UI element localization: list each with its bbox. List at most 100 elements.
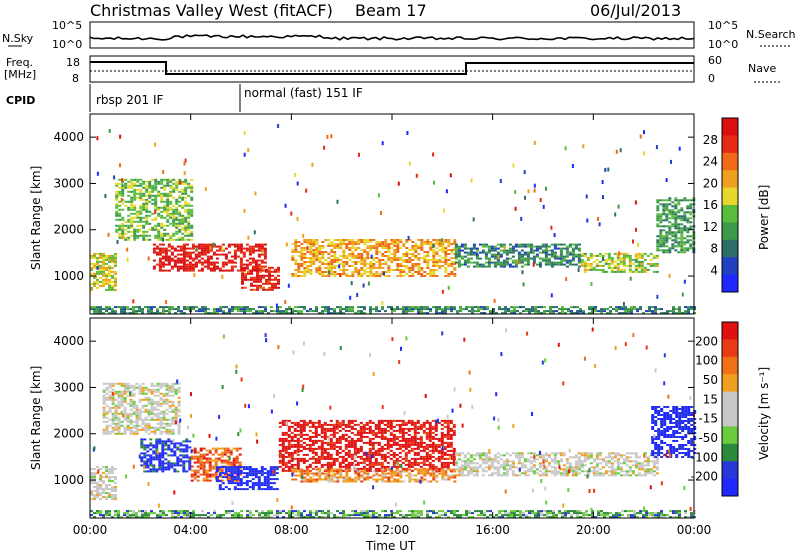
power-cell: [181, 204, 185, 207]
power-cell: [544, 253, 548, 256]
power-cell: [169, 192, 173, 195]
velocity-cell: [161, 462, 165, 465]
power-cell: [192, 308, 195, 311]
power-cell: [241, 276, 244, 279]
velocity-cell: [350, 425, 354, 428]
velocity-cell: [208, 461, 212, 464]
velocity-cell: [129, 422, 133, 425]
power-cell: [183, 171, 186, 176]
power-cell: [297, 275, 301, 277]
power-cell: [294, 263, 298, 265]
power-cell: [285, 310, 288, 313]
power-cell: [574, 243, 578, 246]
velocity-cell: [205, 449, 209, 452]
power-cell: [670, 159, 672, 164]
velocity-cell: [293, 449, 297, 452]
velocity-cell: [281, 439, 285, 442]
velocity-cell: [242, 466, 246, 469]
power-cell: [297, 245, 301, 247]
power-cell: [564, 146, 567, 151]
power-cell: [157, 208, 161, 211]
velocity-cell: [335, 425, 339, 428]
power-cell: [157, 212, 161, 215]
power-cell: [306, 251, 310, 253]
power-colorbar-swatch: [722, 274, 738, 293]
power-cell: [484, 265, 488, 268]
power-cell: [469, 261, 473, 264]
power-cell: [420, 310, 423, 313]
power-cell: [680, 241, 684, 244]
velocity-cell: [422, 461, 426, 464]
power-cell: [315, 257, 319, 259]
power-cell: [321, 241, 325, 243]
power-cell: [99, 260, 102, 263]
power-cell: [680, 215, 684, 218]
power-cell: [265, 268, 268, 271]
power-cell: [665, 213, 669, 216]
velocity-cell: [344, 459, 348, 462]
velocity-cell: [383, 469, 387, 472]
power-cell: [300, 259, 304, 261]
velocity-cell: [105, 432, 109, 435]
velocity-cell: [266, 478, 270, 481]
velocity-cell: [332, 429, 336, 432]
power-cell: [312, 251, 316, 253]
velocity-cell: [162, 384, 166, 387]
power-cell: [253, 278, 256, 281]
power-cell: [351, 241, 355, 243]
power-cell: [405, 255, 409, 257]
power-cell: [674, 231, 678, 234]
power-cell: [309, 249, 313, 251]
velocity-cell: [135, 426, 139, 429]
power-cell: [553, 263, 557, 266]
power-cell: [463, 251, 467, 254]
power-cell: [453, 261, 457, 263]
velocity-cell: [215, 470, 219, 473]
power-cell: [187, 184, 191, 187]
power-cell: [348, 241, 352, 243]
velocity-cell: [428, 439, 432, 442]
power-cell: [477, 308, 480, 311]
power-cell: [591, 306, 594, 309]
velocity-cell: [344, 467, 348, 470]
power-cell: [93, 254, 96, 257]
velocity-cell: [281, 461, 285, 464]
velocity-cell: [105, 388, 109, 391]
velocity-cell: [179, 444, 183, 447]
power-cell: [187, 210, 191, 213]
velocity-cell: [224, 470, 228, 473]
power-cell: [108, 278, 111, 281]
power-cell: [130, 216, 134, 219]
velocity-cell: [223, 447, 227, 450]
velocity-cell: [129, 426, 133, 429]
power-cell: [671, 205, 675, 208]
velocity-cell: [158, 468, 162, 471]
velocity-cell: [226, 447, 230, 450]
power-cell: [187, 238, 191, 241]
power-cell: [649, 264, 653, 267]
power-cell: [629, 276, 632, 281]
power-cell: [318, 257, 322, 259]
power-cell: [414, 271, 418, 273]
velocity-cell: [410, 421, 414, 424]
power-cell: [622, 262, 626, 265]
power-cell: [378, 251, 382, 253]
power-cell: [294, 251, 298, 253]
power-cell: [457, 247, 461, 250]
power-cell: [408, 253, 412, 255]
power-cell: [683, 211, 687, 214]
power-cell: [118, 212, 122, 215]
power-cell: [615, 310, 618, 313]
velocity-cell: [395, 437, 399, 440]
power-cell: [277, 280, 280, 283]
power-cell: [369, 263, 373, 265]
velocity-cell: [422, 463, 426, 466]
velocity-cell: [281, 443, 285, 446]
velocity-cell: [353, 441, 357, 444]
power-cell: [155, 253, 159, 256]
velocity-cell: [281, 421, 285, 424]
power-cell: [444, 251, 448, 253]
power-cell: [687, 308, 690, 311]
power-cell: [182, 267, 186, 270]
power-cell: [381, 141, 384, 146]
